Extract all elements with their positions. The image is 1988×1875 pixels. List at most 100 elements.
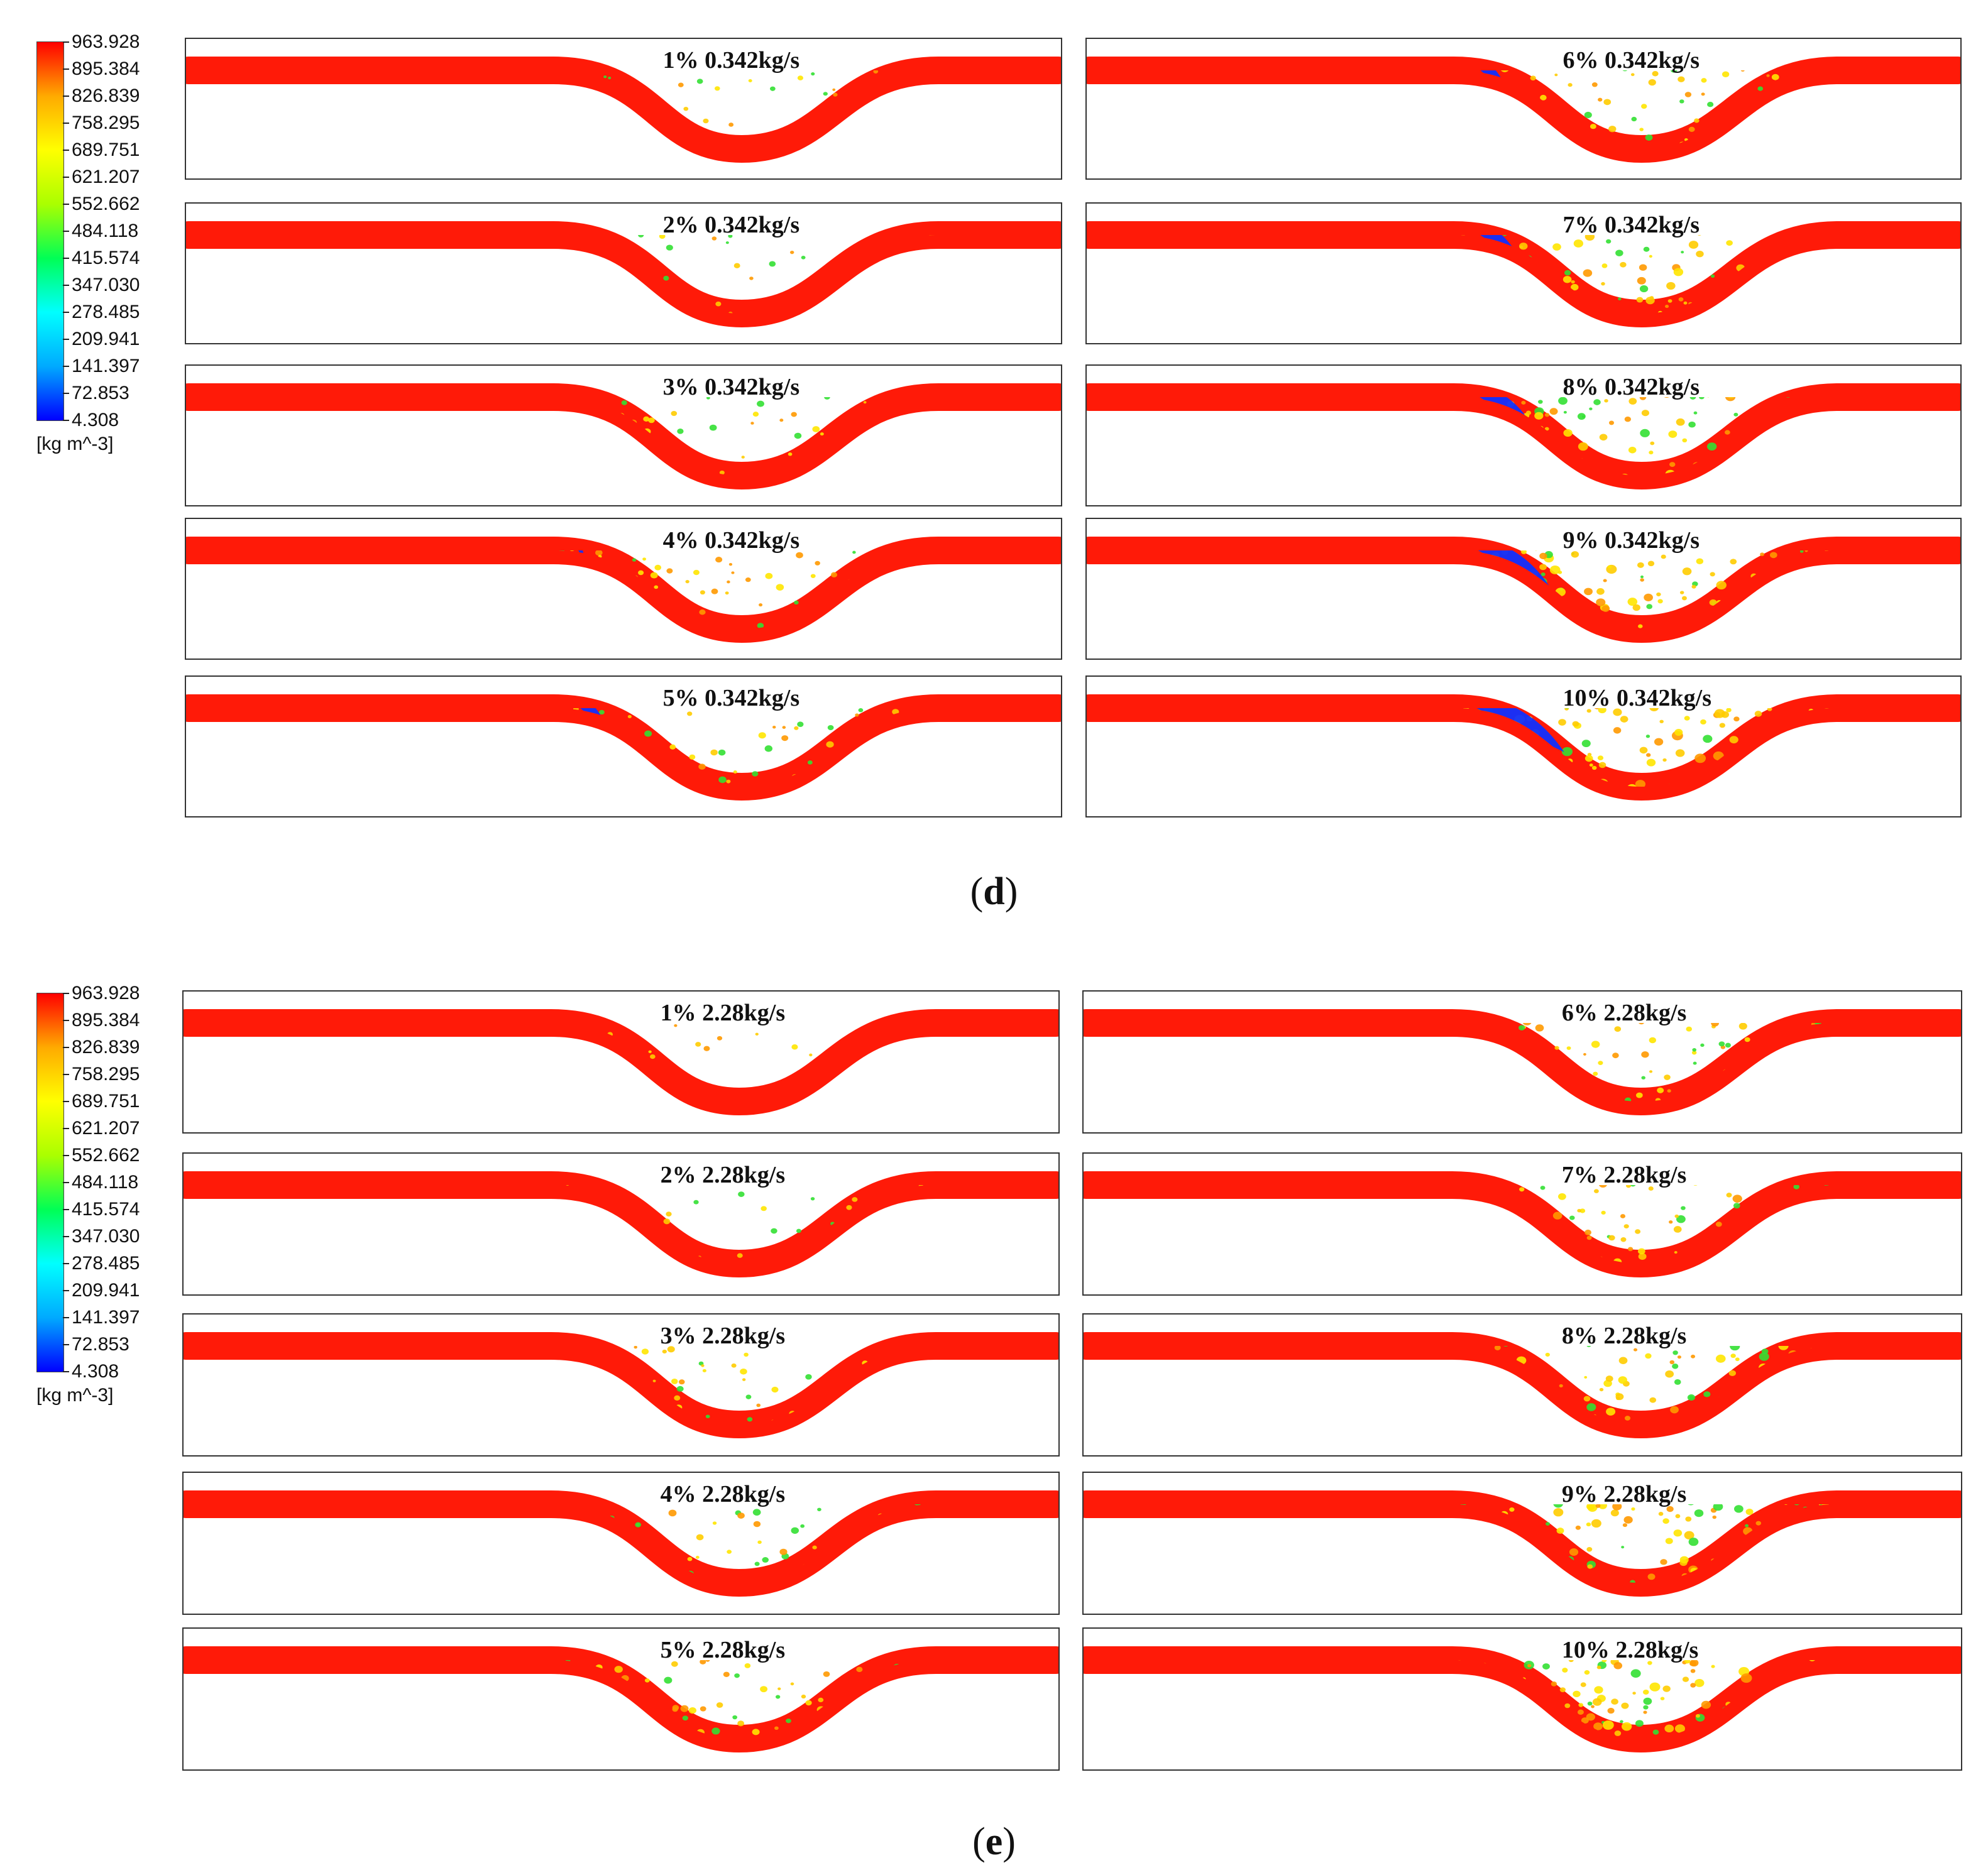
gas-bubble (1388, 747, 1393, 752)
gas-bubble (1850, 1700, 1857, 1706)
gas-bubble (1262, 589, 1270, 596)
gas-bubble (1684, 1531, 1694, 1539)
gas-bubble (1718, 1009, 1725, 1014)
pipe-contour (1087, 57, 1960, 163)
gas-bubble (1377, 760, 1382, 764)
gas-bubble (1601, 605, 1610, 612)
gas-bubble (1086, 1088, 1093, 1095)
panel-label: 9% 0.342kg/s (1562, 527, 1700, 554)
gas-bubble (1725, 397, 1736, 402)
gas-bubble (1314, 1271, 1322, 1277)
gas-bubble (1195, 1550, 1204, 1558)
gas-bubble (1272, 265, 1282, 272)
gas-bubble (1784, 594, 1793, 602)
gas-bubble (1586, 1522, 1591, 1527)
gas-bubble (570, 476, 576, 481)
gas-bubble (1129, 250, 1136, 256)
gas-bubble (1403, 1203, 1412, 1211)
gas-bubble (1107, 1066, 1114, 1071)
gas-bubble (1771, 471, 1777, 476)
gas-bubble (1174, 1745, 1180, 1751)
gas-bubble (1835, 1567, 1841, 1572)
gas-bubble (1383, 1710, 1389, 1715)
gas-bubble (1337, 1213, 1345, 1219)
gas-bubble (1446, 103, 1455, 111)
colorbar-tick-label: 552.662 (72, 194, 140, 214)
gas-bubble (1796, 436, 1800, 439)
gas-bubble (596, 1222, 603, 1228)
gas-bubble (1796, 1271, 1802, 1276)
gas-bubble (1218, 154, 1225, 160)
gas-bubble (1197, 1678, 1205, 1683)
pipe-contour (184, 1009, 1058, 1118)
gas-bubble (1859, 1267, 1863, 1270)
gas-bubble (1491, 1421, 1495, 1424)
gas-bubble (521, 1520, 525, 1524)
pipe-liquid-phase (1087, 57, 1960, 163)
gas-bubble (656, 1585, 664, 1592)
gas-bubble (1149, 1560, 1156, 1566)
gas-bubble (1114, 416, 1121, 422)
gas-bubble (1139, 267, 1148, 275)
gas-bubble (1244, 1250, 1254, 1258)
gas-bubble (1899, 1724, 1909, 1732)
gas-bubble (1228, 1698, 1239, 1707)
gas-bubble (1339, 146, 1347, 149)
pipe-contour (184, 1332, 1058, 1439)
gas-bubble (1488, 255, 1491, 259)
gas-bubble (1689, 1492, 1694, 1495)
gas-bubble (1139, 1693, 1150, 1702)
gas-bubble (654, 585, 659, 589)
gas-bubble (295, 435, 302, 441)
gas-bubble (1049, 730, 1058, 737)
gas-bubble (1589, 407, 1593, 410)
gas-bubble (1788, 1420, 1798, 1424)
gas-bubble (1005, 1568, 1013, 1575)
gas-bubble (965, 582, 971, 587)
gas-bubble (1838, 770, 1847, 777)
gas-bubble (1175, 1077, 1182, 1083)
gas-bubble (1179, 420, 1186, 425)
gas-bubble (529, 1112, 535, 1118)
gas-bubble (1436, 412, 1444, 418)
gas-bubble (1840, 1269, 1847, 1276)
gas-bubble (1338, 128, 1347, 135)
gas-bubble (413, 418, 420, 425)
gas-bubble (522, 1592, 527, 1595)
gas-bubble (439, 1678, 448, 1686)
gas-bubble (1473, 418, 1481, 425)
gas-bubble (1681, 251, 1684, 254)
gas-bubble (1382, 1685, 1386, 1688)
gas-bubble (1850, 1064, 1857, 1070)
gas-bubble (330, 428, 334, 432)
gas-bubble (1767, 708, 1772, 711)
gas-bubble (835, 467, 842, 473)
gas-bubble (695, 1042, 701, 1047)
gas-bubble (195, 630, 200, 635)
gas-bubble (1451, 1269, 1455, 1272)
gas-bubble (1908, 1051, 1916, 1058)
gas-bubble (297, 300, 300, 303)
gas-bubble (1473, 267, 1476, 270)
gas-bubble (552, 1560, 556, 1564)
gas-bubble (1288, 1251, 1295, 1257)
gas-bubble (1379, 1271, 1386, 1276)
gas-bubble (901, 1391, 909, 1397)
gas-bubble (846, 1205, 852, 1210)
gas-bubble (1011, 265, 1016, 269)
panel-label: 2% 2.28kg/s (660, 1162, 786, 1188)
gas-bubble (1949, 1378, 1958, 1386)
gas-bubble (1033, 1372, 1036, 1375)
gas-bubble (339, 435, 344, 439)
gas-bubble (797, 75, 804, 80)
gas-bubble (1134, 435, 1138, 438)
gas-bubble (1646, 758, 1656, 767)
gas-bubble (848, 1107, 851, 1110)
gas-bubble (1376, 447, 1380, 451)
gas-bubble (1826, 1426, 1835, 1434)
gas-bubble (1665, 1538, 1673, 1544)
gas-bubble (830, 572, 838, 577)
gas-bubble (1757, 86, 1764, 91)
gas-bubble (1133, 623, 1138, 626)
gas-bubble (1251, 100, 1256, 104)
